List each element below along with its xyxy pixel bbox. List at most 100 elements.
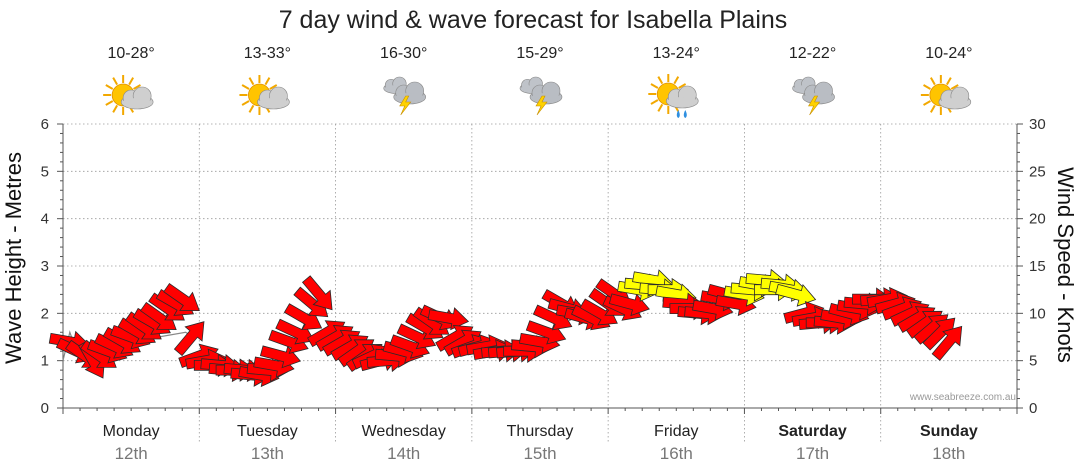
weather-forecast-row: 10-28° 13-33° 16-30° 15-29° 13-24° 12-22° 10-2… <box>103 45 973 118</box>
sun-ray <box>248 104 255 113</box>
watermark: www.seabreeze.com.au <box>909 392 1016 403</box>
left-tick-label: 6 <box>41 116 49 133</box>
temp-range: 13-33° <box>244 45 291 62</box>
wind-arrow-shape <box>922 317 956 351</box>
sun-ray <box>657 103 664 112</box>
left-tick-label: 0 <box>41 400 49 417</box>
sun-ray <box>929 104 936 113</box>
wind-arrow <box>922 317 956 351</box>
left-tick-label: 5 <box>41 163 49 180</box>
wind-arrow-shape <box>301 275 333 311</box>
cloud-part <box>258 98 289 108</box>
chart-title: 7 day wind & wave forecast for Isabella … <box>279 6 788 34</box>
wind-arrow-shape <box>579 298 618 326</box>
wind-arrow-shape <box>139 301 177 330</box>
day-name: Thursday <box>507 423 574 440</box>
right-tick-label: 25 <box>1029 163 1046 180</box>
wind-arrow <box>579 298 618 326</box>
sun-ray <box>923 84 931 90</box>
right-tick-label: 5 <box>1029 353 1037 370</box>
sun-ray <box>112 104 119 113</box>
sun-ray <box>923 100 931 106</box>
sun-ray <box>105 100 114 106</box>
rain-drop <box>683 110 687 118</box>
sun-ray <box>105 84 114 90</box>
sun-ray <box>128 77 135 86</box>
wind-speed-series <box>48 268 963 388</box>
day-date: 14th <box>387 444 420 463</box>
temp-range: 16-30° <box>380 45 427 62</box>
sun-ray <box>264 77 271 86</box>
sun-ray <box>678 83 687 89</box>
right-tick-label: 0 <box>1029 400 1037 417</box>
right-tick-label: 30 <box>1029 116 1046 133</box>
sun-ray <box>133 84 141 90</box>
day-name: Saturday <box>778 423 847 440</box>
lightning-bolt <box>808 95 821 116</box>
wind-arrow <box>301 275 333 311</box>
temp-range: 10-28° <box>107 45 154 62</box>
sun-cloud-icon <box>239 75 290 115</box>
day-date: 16th <box>660 444 693 463</box>
sun-ray <box>673 76 680 85</box>
wind-arrow-shape <box>173 321 205 357</box>
day-labels: Monday 12th Tuesday 13th Wednesday 14th Thursd… <box>103 423 978 463</box>
wind-arrow <box>608 293 650 317</box>
sun-cloud-icon <box>103 75 154 115</box>
right-tick-label: 10 <box>1029 305 1046 322</box>
sun-ray <box>248 77 255 86</box>
sun-ray <box>241 100 250 106</box>
right-axis: 0 5 10 15 20 25 30 <box>1016 116 1046 417</box>
sun-ray <box>112 77 119 86</box>
sun-ray <box>650 99 659 105</box>
sun-ray <box>950 84 959 90</box>
sun-cloud-icon <box>920 75 972 115</box>
left-tick-label: 1 <box>41 353 49 370</box>
right-tick-label: 20 <box>1029 211 1046 228</box>
day-date: 15th <box>523 444 556 463</box>
day-name: Friday <box>654 423 698 440</box>
left-tick-label: 4 <box>41 211 49 228</box>
wind-arrow <box>173 321 205 357</box>
sun-ray <box>929 77 936 86</box>
temp-range: 12-22° <box>789 45 836 62</box>
day-name: Monday <box>103 423 160 440</box>
wind-arrow <box>931 325 963 361</box>
grid <box>63 123 1017 444</box>
right-tick-label: 15 <box>1029 258 1046 275</box>
storm-cloud-icon <box>383 76 427 116</box>
storm-cloud-icon <box>792 76 835 116</box>
day-name: Sunday <box>920 423 978 440</box>
sun-ray <box>269 84 278 90</box>
temp-range: 15-29° <box>516 45 563 62</box>
left-axis-label: Wave Height - Metres <box>1 152 26 364</box>
temp-range: 10-24° <box>925 45 972 62</box>
wind-arrow <box>139 301 177 330</box>
day-date: 18th <box>932 444 965 463</box>
cloud-part <box>667 97 698 107</box>
cloud-part <box>939 98 970 108</box>
sun-ray <box>657 76 664 85</box>
day-name: Tuesday <box>237 423 298 440</box>
day-date: 12th <box>115 444 148 463</box>
cloud-part <box>394 93 425 103</box>
cloud-part <box>122 98 153 108</box>
wind-arrow <box>163 283 200 312</box>
day-date: 17th <box>796 444 829 463</box>
sun-rain-icon <box>648 74 699 118</box>
cloud-part <box>531 93 561 103</box>
temp-range: 13-24° <box>653 45 700 62</box>
left-tick-label: 3 <box>41 258 49 275</box>
cloud-part <box>803 93 834 103</box>
sun-ray <box>945 77 952 86</box>
rain-drop <box>676 110 680 118</box>
right-axis-label: Wind Speed - Knots <box>1053 167 1078 363</box>
day-date: 13th <box>251 444 284 463</box>
storm-cloud-icon <box>519 76 563 116</box>
left-axis: 0 1 2 3 4 5 6 <box>41 116 1018 417</box>
lightning-bolt <box>399 95 412 116</box>
sun-ray <box>650 83 659 89</box>
wind-arrow-shape <box>163 283 200 312</box>
day-name: Wednesday <box>362 423 446 440</box>
